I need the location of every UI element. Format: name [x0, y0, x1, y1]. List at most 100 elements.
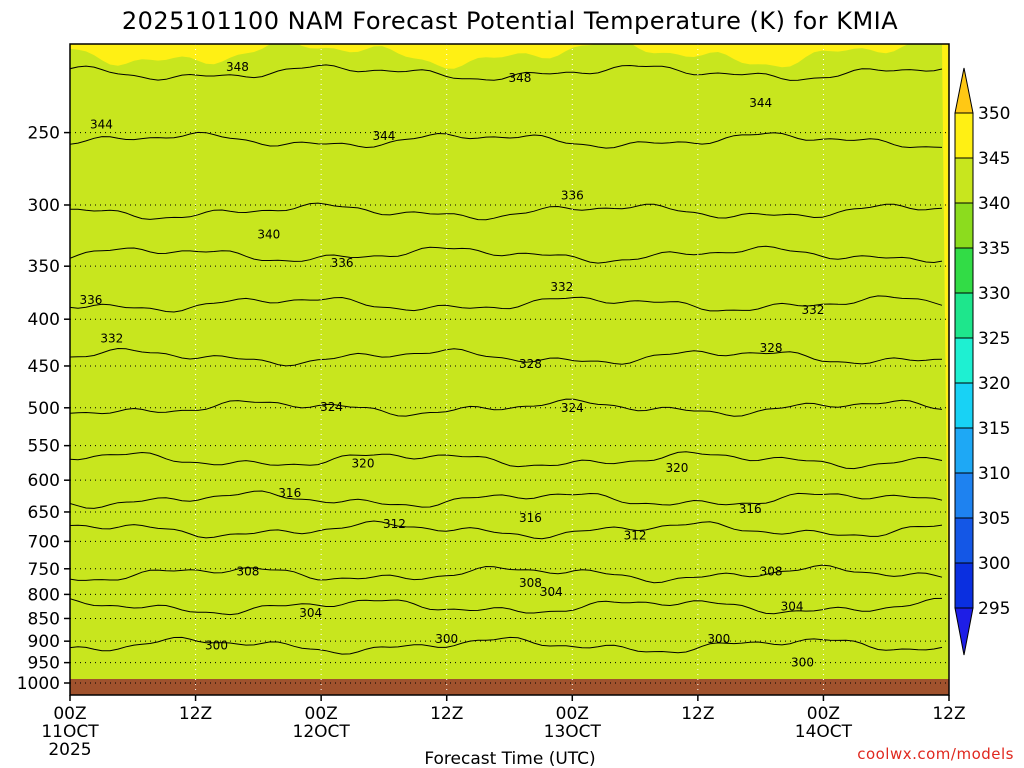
- x-tick-label: 12Z: [932, 704, 965, 724]
- contour-label: 340: [257, 227, 280, 241]
- y-tick-label: 650: [28, 503, 60, 523]
- contour-line-340: [70, 202, 943, 221]
- contour-label: 348: [509, 71, 532, 85]
- y-tick-label: 700: [28, 532, 60, 552]
- x-tick-label: 00Z: [53, 704, 86, 724]
- colorbar-label: 295: [978, 599, 1010, 619]
- y-tick-label: 300: [28, 196, 60, 216]
- colorbar-label: 325: [978, 329, 1010, 349]
- contour-label: 316: [519, 511, 542, 525]
- colorbar-label: 320: [978, 374, 1010, 394]
- colorbar-band: [954, 427, 974, 474]
- contour-label: 332: [802, 303, 825, 317]
- colorbar-top-arrow: [954, 67, 974, 114]
- colorbar-label: 300: [978, 554, 1010, 574]
- x-tick-date: 12OCT: [293, 722, 351, 742]
- contour-label: 328: [760, 341, 783, 355]
- contour-label: 328: [519, 357, 542, 371]
- colorbar-band: [954, 517, 974, 564]
- y-tick-label: 500: [28, 399, 60, 419]
- x-tick-year: 2025: [48, 740, 91, 760]
- colorbar-label: 340: [978, 194, 1010, 214]
- contour-line-308: [70, 564, 943, 584]
- y-tick-label: 850: [28, 609, 60, 629]
- colorbar-band: [954, 157, 974, 204]
- contour-label: 308: [236, 564, 259, 578]
- contour-label: 300: [205, 639, 228, 653]
- contour-line-328: [70, 347, 943, 367]
- contour-label: 332: [550, 280, 573, 294]
- contour-label: 336: [331, 256, 354, 270]
- y-tick-label: 800: [28, 585, 60, 605]
- y-tick-label: 600: [28, 471, 60, 491]
- contour-label: 320: [665, 461, 688, 475]
- contour-line-304: [70, 597, 943, 616]
- contour-line-312: [70, 520, 943, 540]
- colorbar-label: 335: [978, 239, 1010, 259]
- x-tick-label: 00Z: [807, 704, 840, 724]
- credit-text[interactable]: coolwx.com/models: [857, 745, 1014, 763]
- contour-label: 344: [90, 118, 113, 132]
- colorbar-band: [954, 247, 974, 294]
- x-tick-label: 00Z: [305, 704, 338, 724]
- colorbar-bottom-arrow: [954, 607, 974, 656]
- y-tick-label: 350: [28, 257, 60, 277]
- contour-label: 344: [749, 96, 772, 110]
- y-tick-label: 900: [28, 632, 60, 652]
- colorbar-band: [954, 112, 974, 159]
- y-tick-label: 550: [28, 437, 60, 457]
- contour-label: 304: [781, 600, 804, 614]
- contour-label: 316: [739, 502, 762, 516]
- contour-label: 304: [540, 585, 563, 599]
- contour-label: 320: [352, 456, 375, 470]
- contour-label: 336: [79, 293, 102, 307]
- x-tick-label: 00Z: [556, 704, 589, 724]
- contour-label: 300: [791, 656, 814, 670]
- colorbar-band: [954, 472, 974, 519]
- y-tick-label: 250: [28, 124, 60, 144]
- colorbar-label: 305: [978, 509, 1010, 529]
- colorbar-label: 310: [978, 464, 1010, 484]
- contour-line-320: [70, 451, 943, 470]
- contour-label: 324: [320, 400, 343, 414]
- x-tick-label: 12Z: [681, 704, 714, 724]
- contour-line-348: [70, 64, 943, 81]
- contour-line-336: [70, 245, 943, 264]
- contour-label: 308: [760, 564, 783, 578]
- x-tick-label: 12Z: [430, 704, 463, 724]
- x-tick-date: 13OCT: [544, 722, 602, 742]
- contour-line-344: [70, 131, 943, 149]
- contour-label: 312: [383, 517, 406, 531]
- y-tick-label: 400: [28, 310, 60, 330]
- colorbar-band: [954, 292, 974, 339]
- colorbar: 350 345 340 335 330 325 320 315 310 305 300 295: [954, 67, 1010, 656]
- colorbar-band: [954, 202, 974, 249]
- colorbar-band: [954, 562, 974, 609]
- y-tick-label: 450: [28, 357, 60, 377]
- colorbar-label: 345: [978, 149, 1010, 169]
- contour-label: 348: [226, 60, 249, 74]
- contour-label: 300: [707, 632, 730, 646]
- colorbar-label: 330: [978, 284, 1010, 304]
- contour-label: 312: [624, 529, 647, 543]
- plot-frame: [69, 43, 950, 696]
- contour-label: 344: [372, 129, 395, 143]
- contour-label: 304: [299, 606, 322, 620]
- y-tick-label: 950: [28, 654, 60, 674]
- plot-area: [70, 44, 949, 695]
- chart-title: 2025101100 NAM Forecast Potential Temper…: [122, 7, 898, 35]
- contour-line-324: [70, 398, 943, 417]
- x-tick-label: 12Z: [179, 704, 212, 724]
- x-axis-label: Forecast Time (UTC): [424, 749, 595, 768]
- x-tick-date: 14OCT: [795, 722, 853, 742]
- terrain-strip: [70, 679, 949, 695]
- contour-label: 300: [435, 632, 458, 646]
- contour-line-332: [70, 295, 943, 313]
- y-tick-label: 750: [28, 560, 60, 580]
- colorbar-band: [954, 337, 974, 384]
- contour-line-300: [70, 636, 943, 655]
- contour-label: 332: [100, 332, 123, 346]
- x-tick-date: 11OCT: [41, 722, 99, 742]
- shaded-band-350: [70, 44, 949, 695]
